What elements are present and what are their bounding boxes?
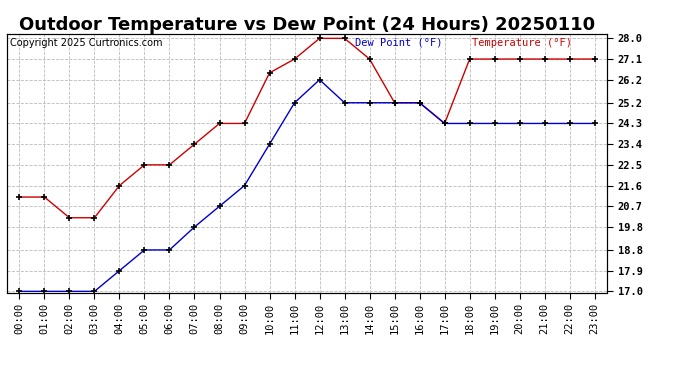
Title: Outdoor Temperature vs Dew Point (24 Hours) 20250110: Outdoor Temperature vs Dew Point (24 Hou… <box>19 16 595 34</box>
Text: Dew Point (°F): Dew Point (°F) <box>355 38 442 48</box>
Text: Temperature (°F): Temperature (°F) <box>472 38 572 48</box>
Text: Copyright 2025 Curtronics.com: Copyright 2025 Curtronics.com <box>10 38 162 48</box>
